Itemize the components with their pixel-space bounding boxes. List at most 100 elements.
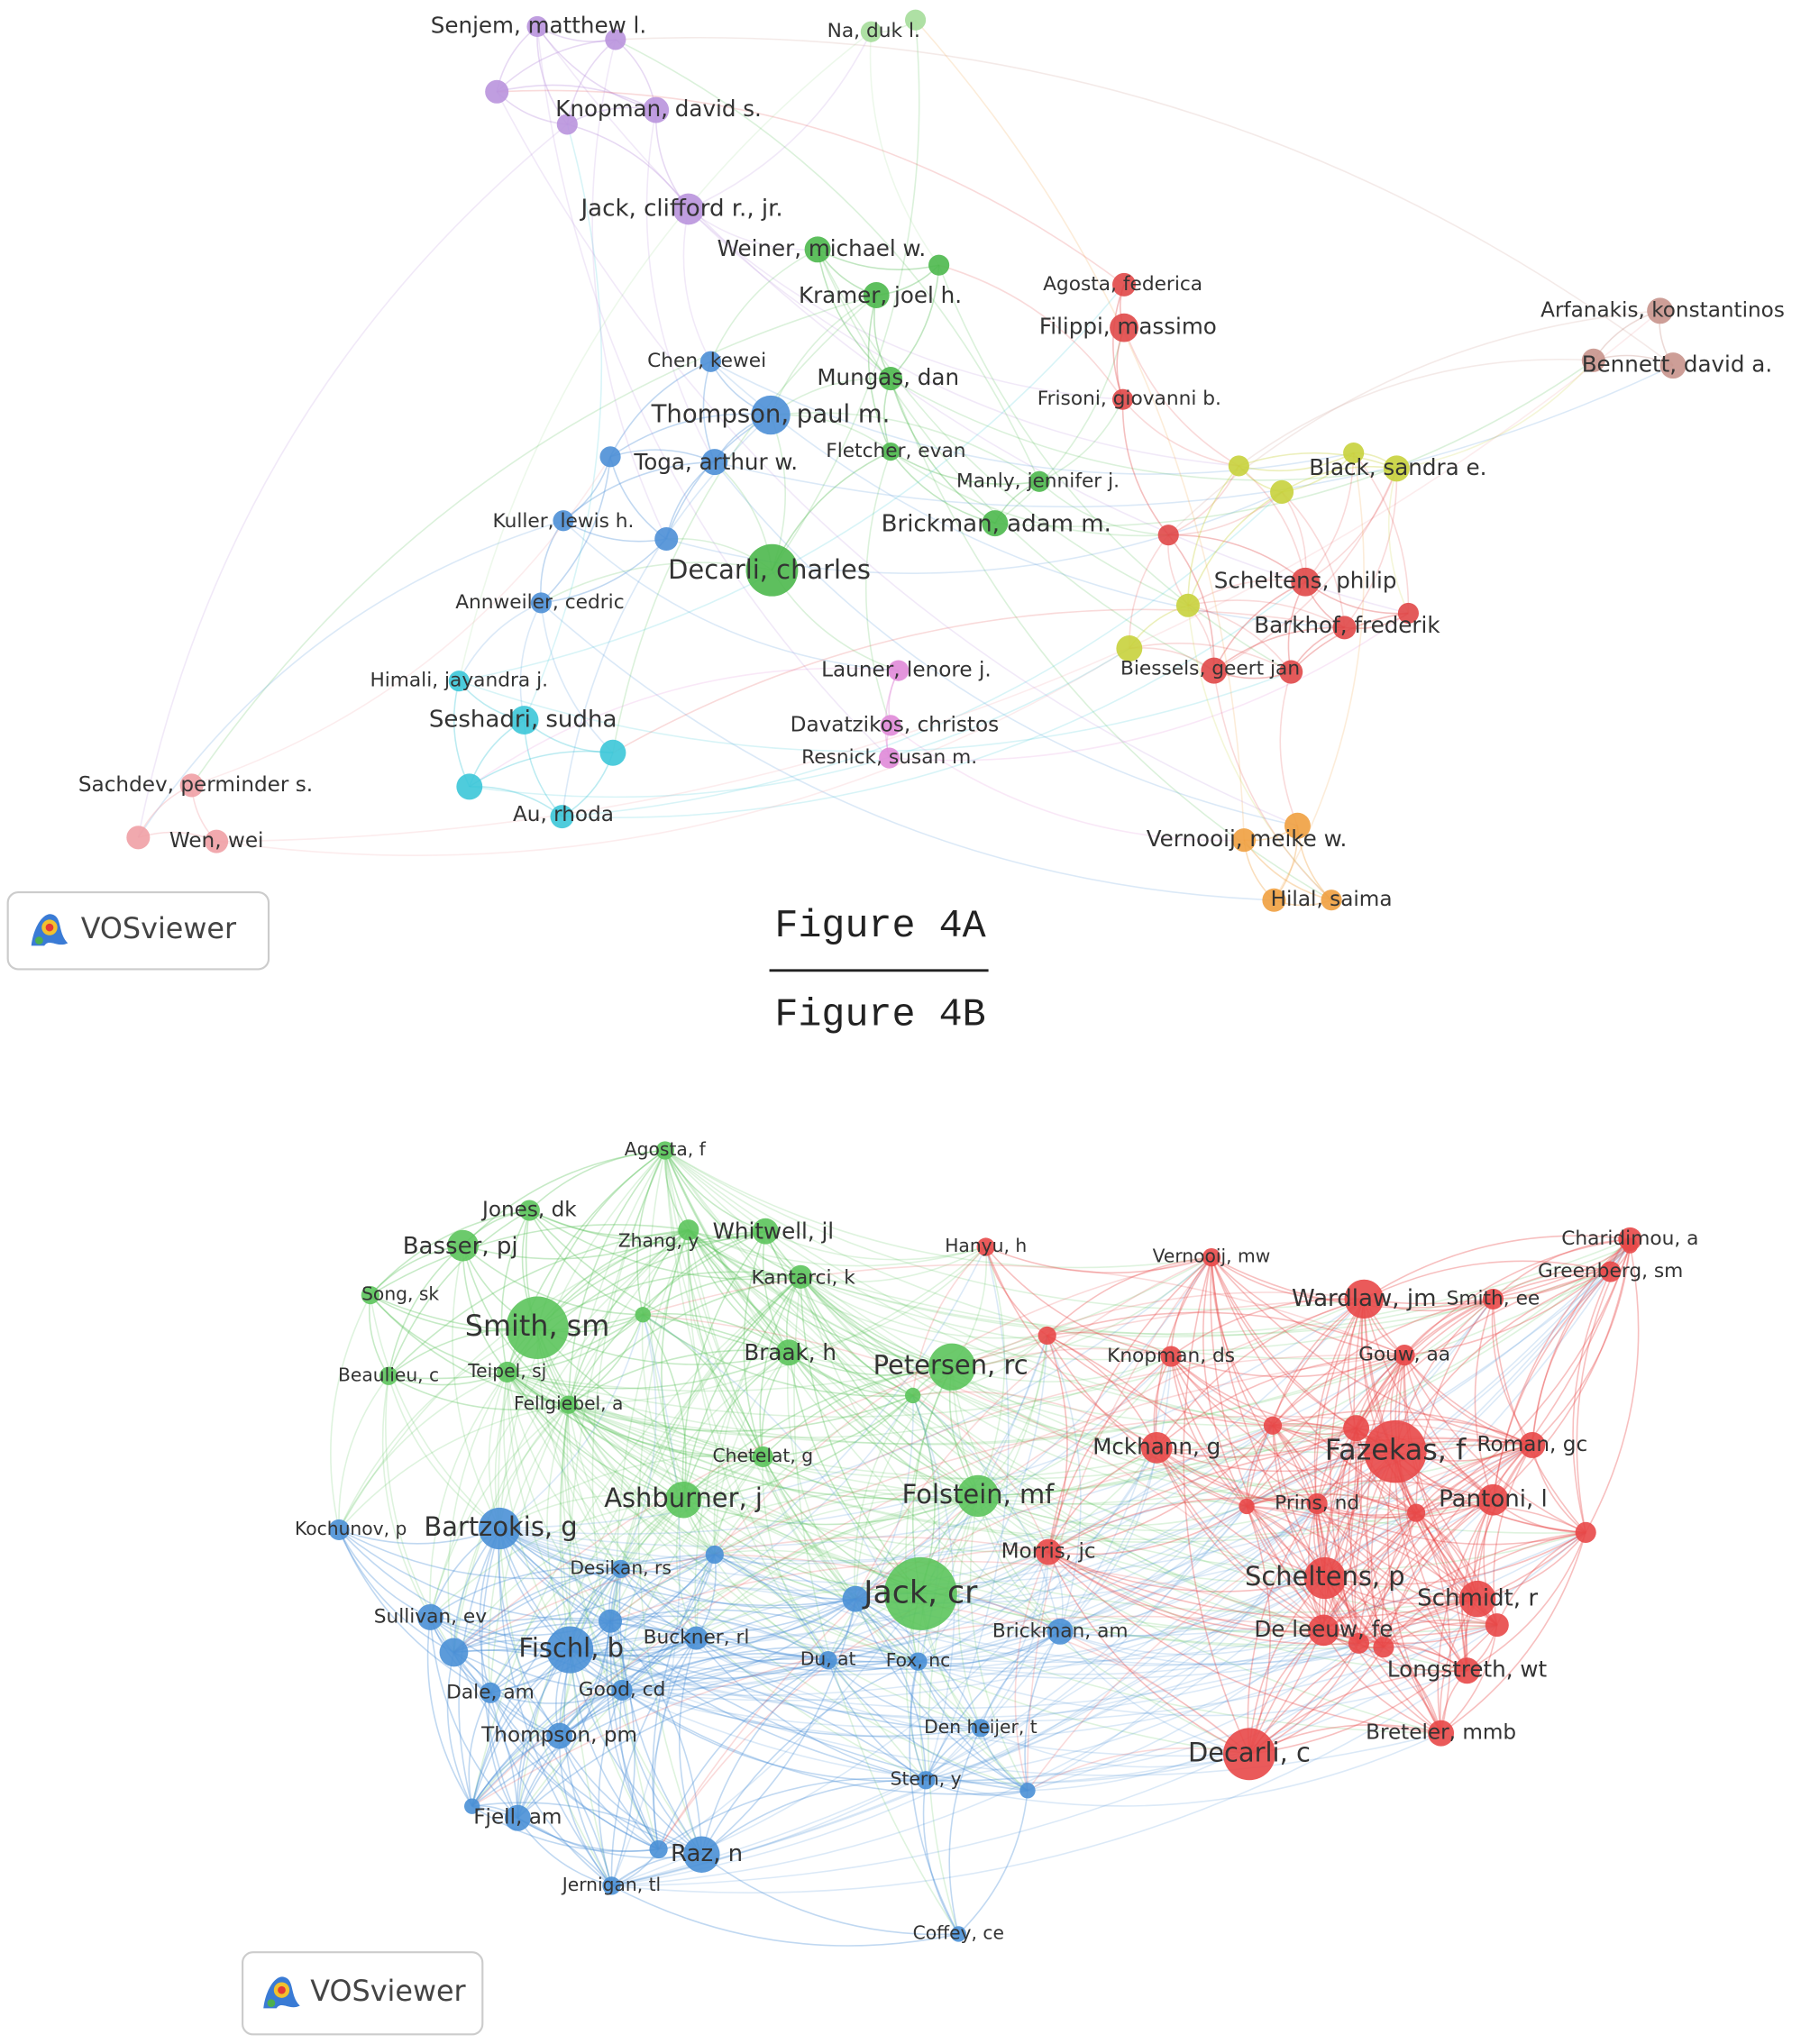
edge xyxy=(1415,1512,1468,1671)
edge xyxy=(664,1150,1250,1756)
edge xyxy=(664,1150,1324,1631)
edge xyxy=(471,1802,702,1856)
edge xyxy=(1123,327,1239,467)
edge xyxy=(696,1637,981,1729)
node xyxy=(1270,479,1294,504)
edge xyxy=(1322,1245,1632,1631)
edge xyxy=(471,1598,856,1807)
edge xyxy=(682,1499,919,1663)
edge xyxy=(370,1224,689,1296)
edge xyxy=(1170,1355,1326,1579)
node xyxy=(478,1507,521,1550)
edge xyxy=(977,1246,1006,1497)
edge xyxy=(1304,452,1355,583)
edge xyxy=(714,1554,1359,1666)
edge xyxy=(827,1659,981,1729)
edge xyxy=(759,1276,801,1457)
edge xyxy=(1248,1428,1358,1755)
edge xyxy=(789,1335,1048,1369)
edge xyxy=(1366,1355,1405,1647)
edge xyxy=(338,1528,611,1622)
node xyxy=(664,1481,702,1519)
edge xyxy=(569,1648,828,1680)
node-label: Beaulieu, c xyxy=(338,1364,439,1385)
edge xyxy=(854,1395,914,1600)
edge xyxy=(621,1653,828,1692)
network-a: Senjem, matthew l. Knopman, david s. Jack,… xyxy=(78,9,1785,912)
edge xyxy=(453,1648,927,1781)
edge xyxy=(536,1271,801,1328)
edge xyxy=(951,1355,1172,1382)
edge xyxy=(641,1314,716,1556)
node xyxy=(518,1200,540,1221)
node xyxy=(879,747,900,769)
edge xyxy=(800,1276,1047,1339)
edge xyxy=(1047,1551,1250,1756)
edge xyxy=(1322,1629,1467,1673)
edge xyxy=(1314,1299,1365,1579)
edge xyxy=(855,1436,1532,1600)
edge xyxy=(338,1529,491,1694)
node-label: Charidimou, a xyxy=(1561,1227,1698,1250)
node xyxy=(1110,313,1138,342)
edge xyxy=(567,1404,622,1570)
edge xyxy=(1121,398,1239,467)
node xyxy=(1175,593,1200,617)
edge xyxy=(918,1551,1049,1663)
node-label: Scheltens, philip xyxy=(1214,568,1397,594)
edge xyxy=(1121,399,1169,536)
edge xyxy=(498,1528,1324,1664)
node-label: Dale, am xyxy=(446,1681,535,1703)
edge xyxy=(700,1660,919,1856)
edge xyxy=(1316,1499,1494,1519)
edge xyxy=(1168,491,1283,536)
edge xyxy=(1246,1480,1494,1508)
edge xyxy=(488,1693,519,1819)
node xyxy=(1618,1227,1642,1251)
edge xyxy=(570,1598,856,1657)
node xyxy=(888,660,910,681)
edge xyxy=(452,1652,659,1850)
edge xyxy=(611,1245,1631,1887)
edge xyxy=(1322,1499,1494,1631)
node xyxy=(602,1876,621,1895)
edge xyxy=(1239,452,1397,470)
node xyxy=(1321,890,1342,911)
node-label: Good, cd xyxy=(579,1678,666,1701)
node-label: Black, sandra e. xyxy=(1309,454,1486,480)
edge xyxy=(1491,1299,1533,1446)
edge xyxy=(1403,1238,1631,1356)
node xyxy=(1581,348,1605,372)
edge xyxy=(569,1642,1359,1719)
edge xyxy=(695,1495,979,1639)
edge xyxy=(1324,1577,1467,1672)
node xyxy=(1112,272,1137,297)
edge xyxy=(1047,1551,1324,1632)
edge xyxy=(622,1598,856,1692)
edge xyxy=(984,1246,1048,1337)
edge xyxy=(1047,1551,1497,1638)
edge xyxy=(1047,1335,1273,1427)
node-label: Knopman, david s. xyxy=(555,96,762,122)
edge xyxy=(918,1660,1467,1717)
node xyxy=(416,1603,443,1630)
edge xyxy=(1059,1447,1157,1632)
edge xyxy=(615,39,1040,482)
edge xyxy=(137,123,568,838)
edge xyxy=(1246,1505,1325,1631)
edge xyxy=(507,1371,919,1663)
edge xyxy=(462,1149,665,1246)
edge xyxy=(926,1598,1478,1782)
edge xyxy=(918,1502,1318,1663)
edge xyxy=(1213,468,1398,671)
node-label: Fletcher, evan xyxy=(826,440,965,462)
edge xyxy=(763,1394,914,1458)
edge xyxy=(800,1276,914,1397)
edge xyxy=(800,1276,1318,1505)
edge xyxy=(688,1229,801,1278)
node-label: Arfanakis, konstantinos xyxy=(1540,298,1785,322)
edge xyxy=(1246,1354,1405,1507)
edge xyxy=(562,581,1306,819)
node-label: Fjell, am xyxy=(473,1806,562,1830)
edge xyxy=(1572,1271,1612,1533)
